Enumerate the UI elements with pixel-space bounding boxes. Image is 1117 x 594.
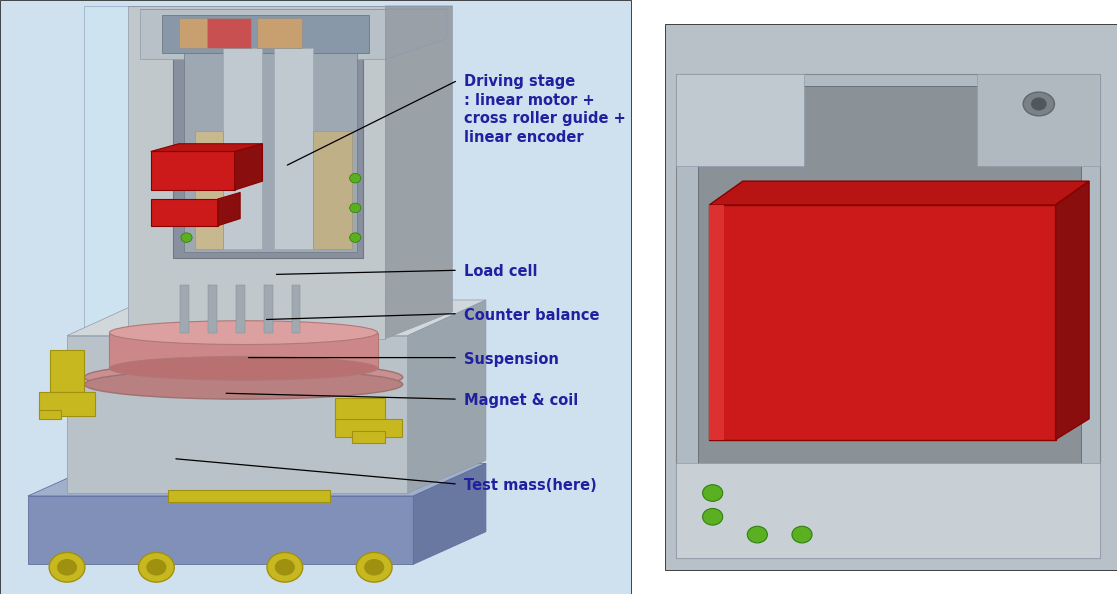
- Ellipse shape: [85, 362, 402, 392]
- Polygon shape: [264, 285, 273, 333]
- Text: Driving stage
: linear motor +
cross roller guide +
linear encoder: Driving stage : linear motor + cross rol…: [464, 74, 626, 145]
- Ellipse shape: [364, 559, 384, 576]
- Ellipse shape: [181, 233, 192, 242]
- Polygon shape: [128, 6, 385, 339]
- Polygon shape: [67, 336, 408, 493]
- Polygon shape: [208, 285, 217, 333]
- Polygon shape: [709, 205, 1056, 440]
- Polygon shape: [195, 131, 223, 249]
- Polygon shape: [28, 496, 413, 564]
- Ellipse shape: [1023, 92, 1054, 116]
- Ellipse shape: [703, 508, 723, 525]
- Polygon shape: [39, 410, 61, 419]
- Polygon shape: [408, 300, 486, 493]
- Polygon shape: [413, 463, 486, 564]
- Polygon shape: [274, 48, 313, 249]
- Ellipse shape: [1031, 97, 1047, 110]
- Ellipse shape: [109, 321, 378, 345]
- Polygon shape: [84, 6, 413, 339]
- Polygon shape: [709, 205, 724, 440]
- Ellipse shape: [181, 203, 192, 213]
- Text: Suspension: Suspension: [464, 352, 558, 366]
- Polygon shape: [977, 74, 1100, 166]
- Polygon shape: [352, 431, 385, 443]
- Text: Counter balance: Counter balance: [464, 308, 599, 323]
- Polygon shape: [179, 18, 223, 48]
- Text: Magnet & coil: Magnet & coil: [464, 393, 577, 408]
- FancyBboxPatch shape: [0, 0, 631, 594]
- Polygon shape: [50, 350, 84, 392]
- Polygon shape: [180, 285, 189, 333]
- Polygon shape: [292, 285, 300, 333]
- Polygon shape: [151, 151, 235, 190]
- Polygon shape: [67, 300, 486, 336]
- Polygon shape: [162, 15, 369, 53]
- Polygon shape: [709, 181, 1089, 205]
- Ellipse shape: [747, 526, 767, 543]
- Ellipse shape: [792, 526, 812, 543]
- Polygon shape: [676, 463, 1100, 558]
- Ellipse shape: [350, 173, 361, 183]
- Polygon shape: [218, 192, 240, 226]
- Polygon shape: [207, 18, 251, 48]
- Polygon shape: [151, 144, 262, 151]
- Polygon shape: [223, 48, 262, 249]
- Text: Load cell: Load cell: [464, 264, 537, 279]
- Ellipse shape: [49, 552, 85, 582]
- Polygon shape: [151, 199, 218, 226]
- Polygon shape: [109, 333, 378, 368]
- Polygon shape: [236, 285, 245, 333]
- Polygon shape: [1056, 181, 1089, 440]
- Polygon shape: [28, 463, 486, 496]
- Polygon shape: [698, 86, 1081, 546]
- Polygon shape: [313, 131, 352, 249]
- Ellipse shape: [146, 559, 166, 576]
- Polygon shape: [140, 9, 385, 59]
- Ellipse shape: [109, 356, 378, 380]
- Polygon shape: [335, 398, 385, 422]
- Polygon shape: [235, 144, 262, 190]
- Ellipse shape: [57, 559, 77, 576]
- Polygon shape: [39, 392, 95, 416]
- Polygon shape: [676, 74, 804, 166]
- Polygon shape: [257, 18, 302, 48]
- Ellipse shape: [703, 485, 723, 501]
- Ellipse shape: [350, 233, 361, 242]
- Ellipse shape: [350, 203, 361, 213]
- Ellipse shape: [356, 552, 392, 582]
- Ellipse shape: [267, 552, 303, 582]
- Text: Test mass(here): Test mass(here): [464, 478, 596, 493]
- Ellipse shape: [275, 559, 295, 576]
- Polygon shape: [168, 490, 330, 502]
- Polygon shape: [335, 419, 402, 437]
- Ellipse shape: [181, 173, 192, 183]
- Polygon shape: [173, 39, 363, 258]
- Polygon shape: [385, 6, 452, 339]
- Polygon shape: [676, 74, 1100, 558]
- FancyBboxPatch shape: [665, 24, 1117, 570]
- Ellipse shape: [139, 552, 174, 582]
- Ellipse shape: [85, 369, 402, 399]
- Polygon shape: [385, 9, 447, 59]
- Polygon shape: [184, 45, 357, 252]
